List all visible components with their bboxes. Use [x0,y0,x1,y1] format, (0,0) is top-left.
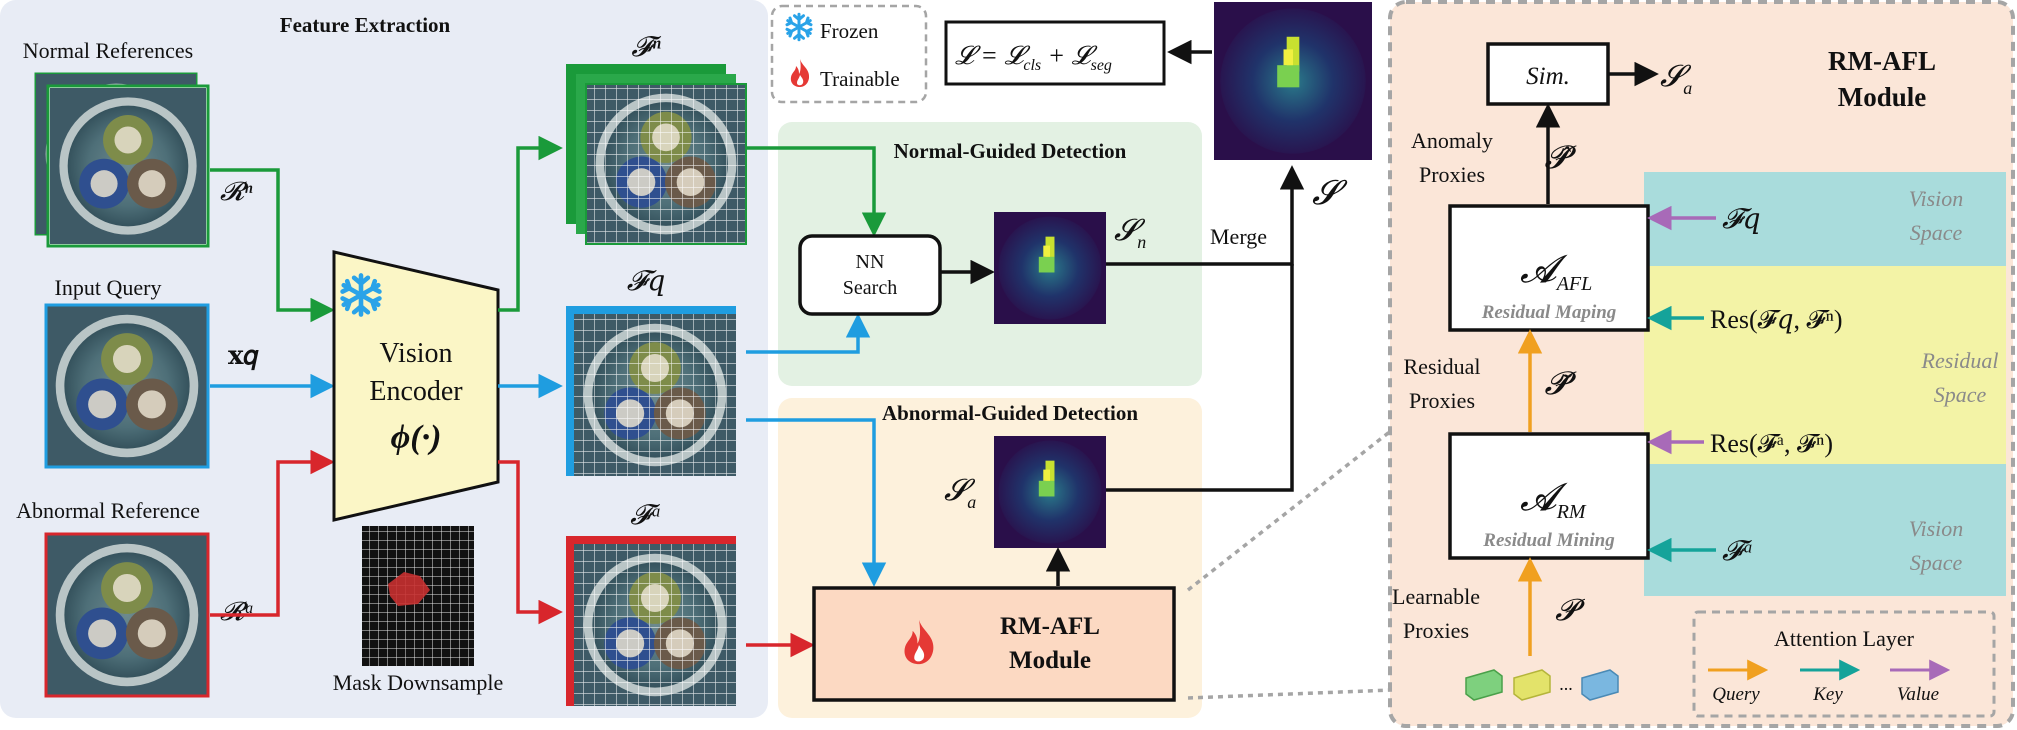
zoom-connector-bottom [1187,688,1393,700]
learnable-proxies-line1: Learnable [1392,584,1480,609]
attention-layer-title: Attention Layer [1774,626,1915,651]
learnable-proxies-line2: Proxies [1403,618,1469,643]
residual-proxies-line1: Residual [1404,354,1481,379]
fn-feature-map [566,64,747,245]
anomaly-proxies-line2: Proxies [1419,162,1485,187]
input-query-image [44,303,210,469]
merge-label: Merge [1210,224,1267,249]
legend-trainable: Trainable [820,67,900,91]
anomaly-proxies-line1: Anomaly [1411,128,1493,153]
res2-label: Res(𝓕ᵃ, 𝓕ⁿ) [1710,429,1833,458]
normal-reference-images [34,72,210,248]
fn-label: 𝓕ⁿ [631,32,661,63]
a-afl-block [1448,204,1650,332]
nn-search-box [798,234,942,316]
abnormal-reference-image [44,532,210,698]
encoder-to-fn-arrow [498,135,563,312]
loss-formula: 𝓛 = 𝓛cls + 𝓛seg [955,41,1112,74]
query-legend-label: Query [1712,684,1760,705]
mask-downsample-label: Mask Downsample [333,670,503,695]
legend-frozen: Frozen [820,19,879,43]
value-legend-label: Value [1897,684,1939,705]
vision-encoder-line1: Vision [380,338,453,369]
vision-space-top-line2: Space [1910,220,1963,245]
loss-box [944,20,1166,86]
normal-guided-title: Normal-Guided Detection [894,139,1127,163]
fq-input-label: 𝓕𝑞 [1722,204,1761,235]
normal-to-encoder-arrow [210,168,335,323]
fa-feature-map [566,536,736,706]
res1-label: Res(𝓕𝑞, 𝓕ⁿ) [1710,305,1843,334]
abnormal-reference-label: Abnormal Reference [16,498,200,523]
sn-heatmap [994,212,1106,324]
attention-layer-legend [1692,610,1996,718]
normal-references-label: Normal References [23,38,193,63]
residual-space-band [1644,266,2006,464]
feature-extraction-title: Feature Extraction [280,13,451,37]
rm-afl-title-line1: RM-AFL [1828,46,1936,76]
nn-search-line2: Search [843,277,897,299]
mask-downsample-grid [362,526,474,666]
vision-encoder [332,250,500,522]
zoom-connector-top [1186,428,1394,592]
merged-heatmap [1214,2,1372,160]
r-a-label: 𝓡ᵃ [220,597,255,626]
learnable-proxy-tokens [1465,669,1619,701]
fq-feature-map [566,306,736,476]
fq-to-module-arrow [746,418,887,587]
residual-proxies-line2: Proxies [1409,388,1475,413]
sim-label: Sim. [1526,63,1570,90]
fq-label: 𝓕𝑞 [627,266,666,297]
vision-space-band-bottom [1644,464,2006,596]
residual-space-line1: Residual [1921,348,1999,373]
r-n-label: 𝓡ⁿ [220,177,253,206]
vision-space-bottom-line2: Space [1910,550,1963,575]
proxy-dots: ... [1559,674,1573,694]
fa-label: 𝓕ᵃ [630,500,662,531]
vision-encoder-function: ϕ(·) [391,419,442,456]
nn-search-line1: NN [856,251,885,273]
rm-afl-module-line2: Module [1009,647,1091,674]
input-query-label: Input Query [55,275,162,300]
fa-input-label: 𝓕ᵃ [1722,536,1754,567]
rm-afl-module-line1: RM-AFL [1000,613,1100,640]
sa-to-s-line [1106,264,1294,492]
s-label: 𝓢 [1312,175,1348,212]
a-rm-block [1448,432,1650,560]
fq-to-nn-arrow [746,313,871,354]
vision-space-bottom-line1: Vision [1909,516,1964,541]
vision-space-top-line1: Vision [1909,186,1964,211]
x-q-label: 𝐱𝑞 [228,341,260,371]
rm-afl-title-line2: Module [1838,82,1927,112]
residual-space-line2: Space [1934,382,1987,407]
vision-encoder-line2: Encoder [369,376,463,407]
rm-afl-module-box [812,586,1176,702]
fn-to-nn-arrow [746,146,887,237]
key-legend-label: Key [1812,684,1843,705]
sa-heatmap [994,436,1106,548]
residual-mining-label: Residual Mining [1482,530,1614,551]
abnormal-guided-title: Abnormal-Guided Detection [882,401,1138,425]
encoder-to-fa-arrow [498,460,563,625]
residual-maping-label: Residual Maping [1481,302,1617,323]
abnormal-to-encoder-arrow [210,449,335,617]
